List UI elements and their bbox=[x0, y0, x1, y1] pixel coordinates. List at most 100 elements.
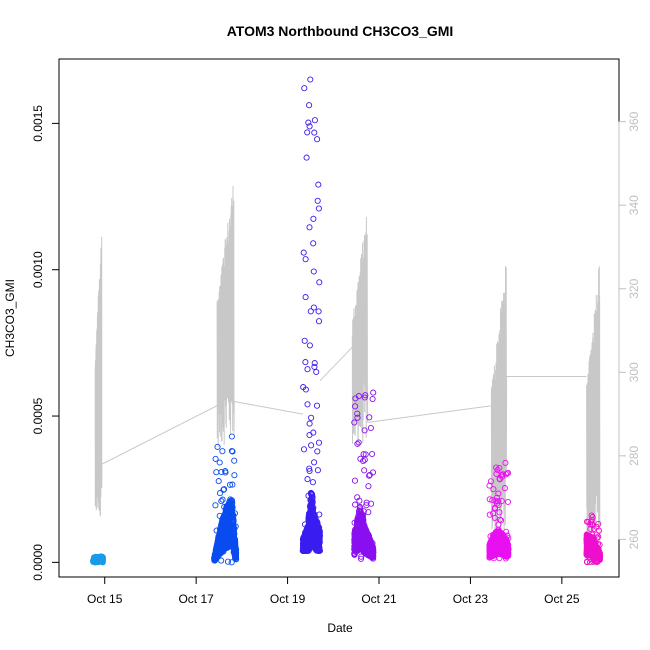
scatter-point bbox=[212, 553, 219, 560]
scatter-point bbox=[213, 527, 220, 534]
scatter-point bbox=[211, 557, 218, 564]
scatter-point bbox=[306, 224, 313, 231]
scatter-point bbox=[361, 467, 368, 474]
scatter-point bbox=[355, 393, 362, 400]
scatter-point bbox=[220, 520, 227, 527]
scatter-point bbox=[352, 532, 359, 540]
scatter-point bbox=[311, 129, 318, 136]
scatter-point bbox=[228, 433, 235, 440]
scatter-point bbox=[504, 498, 512, 505]
scatter-point bbox=[304, 533, 311, 540]
scatter-point bbox=[493, 494, 501, 501]
scatter-point bbox=[354, 440, 361, 447]
scatter-point bbox=[486, 496, 493, 503]
scatter-point bbox=[361, 536, 368, 543]
scatter-point bbox=[227, 510, 234, 518]
scatter-point bbox=[496, 555, 503, 562]
scatter-point bbox=[356, 504, 363, 511]
scatter-point bbox=[228, 514, 235, 522]
scatter-point bbox=[315, 308, 322, 315]
scatter-point bbox=[314, 525, 321, 532]
scatter-point bbox=[307, 511, 314, 518]
scatter-point bbox=[306, 123, 313, 130]
y2-tick-label: 280 bbox=[627, 446, 641, 466]
scatter-point bbox=[230, 524, 237, 531]
scatter-point bbox=[314, 448, 321, 455]
scatter-point bbox=[218, 557, 225, 564]
y-tick-label: 0.0015 bbox=[31, 105, 45, 142]
scatter-point bbox=[366, 472, 373, 479]
x-axis: Oct 15 Oct 17 Oct 19 Oct 21 Oct 23 Oct 25 bbox=[87, 576, 580, 606]
scatter-point bbox=[352, 501, 359, 508]
scatter-point bbox=[230, 531, 237, 538]
scatter-point bbox=[301, 337, 308, 344]
scatter-point bbox=[304, 129, 311, 136]
scatter-point bbox=[222, 469, 229, 476]
scatter-point bbox=[315, 529, 322, 536]
scatter-point bbox=[225, 536, 232, 543]
scatter-point bbox=[93, 557, 100, 564]
scatter-point bbox=[499, 471, 506, 478]
scatter-point bbox=[230, 548, 238, 556]
scatter-point bbox=[501, 485, 508, 492]
scatter-point bbox=[232, 552, 239, 559]
scatter-point bbox=[302, 359, 309, 366]
scatter-point bbox=[365, 509, 372, 516]
scatter-point bbox=[313, 368, 320, 376]
x-tick-label: Oct 15 bbox=[87, 592, 123, 606]
secondary-series-transit bbox=[367, 405, 492, 423]
scatter-point bbox=[309, 538, 316, 545]
scatter-point bbox=[361, 394, 368, 401]
scatter-point bbox=[493, 470, 500, 477]
scatter-point bbox=[352, 529, 359, 536]
scatter-point bbox=[212, 502, 219, 509]
scatter-point bbox=[226, 481, 234, 488]
scatter-point bbox=[368, 500, 375, 507]
scatter-point bbox=[369, 540, 376, 547]
scatter-point bbox=[313, 402, 321, 409]
scatter-point bbox=[229, 448, 236, 455]
scatter-point bbox=[219, 545, 226, 552]
scatter-point bbox=[225, 504, 233, 511]
scatter-point bbox=[221, 486, 228, 493]
scatter-point bbox=[303, 154, 310, 161]
y-tick-label: 0.0010 bbox=[31, 251, 45, 288]
scatter-points-layer bbox=[90, 76, 603, 566]
scatter-point bbox=[489, 497, 496, 504]
y2-axis: 260 280 300 320 340 360 bbox=[618, 111, 641, 549]
scatter-point bbox=[305, 119, 312, 126]
scatter-point bbox=[496, 509, 503, 516]
scatter-point bbox=[486, 554, 493, 561]
scatter-point bbox=[494, 466, 501, 474]
plot-frame bbox=[58, 58, 620, 578]
scatter-point bbox=[216, 512, 223, 519]
scatter-point bbox=[309, 495, 316, 502]
scatter-point bbox=[215, 536, 222, 543]
scatter-point bbox=[487, 478, 494, 485]
y2-tick-label: 320 bbox=[627, 278, 641, 298]
scatter-point bbox=[310, 516, 317, 523]
scatter-point bbox=[314, 467, 321, 474]
scatter-point bbox=[367, 424, 374, 432]
scatter-point bbox=[227, 503, 234, 510]
scatter-point bbox=[502, 459, 509, 466]
scatter-point bbox=[305, 492, 312, 499]
scatter-point bbox=[315, 318, 323, 325]
scatter-point bbox=[313, 526, 320, 533]
scatter-point bbox=[490, 486, 497, 493]
scatter-point bbox=[363, 545, 370, 552]
scatter-point bbox=[302, 256, 309, 263]
scatter-point bbox=[495, 501, 502, 509]
scatter-point bbox=[310, 429, 317, 436]
scatter-point bbox=[311, 360, 318, 367]
y2-tick-label: 340 bbox=[627, 195, 641, 215]
scatter-point bbox=[219, 541, 226, 548]
chart-title: ATOM3 Northbound CH3CO3_GMI bbox=[227, 23, 454, 39]
x-axis-label: Date bbox=[327, 621, 353, 635]
secondary-series-layer bbox=[94, 185, 601, 552]
scatter-point bbox=[311, 520, 318, 527]
scatter-point bbox=[228, 559, 235, 566]
scatter-point bbox=[358, 520, 365, 527]
scatter-point bbox=[315, 181, 322, 188]
scatter-point bbox=[316, 279, 323, 286]
